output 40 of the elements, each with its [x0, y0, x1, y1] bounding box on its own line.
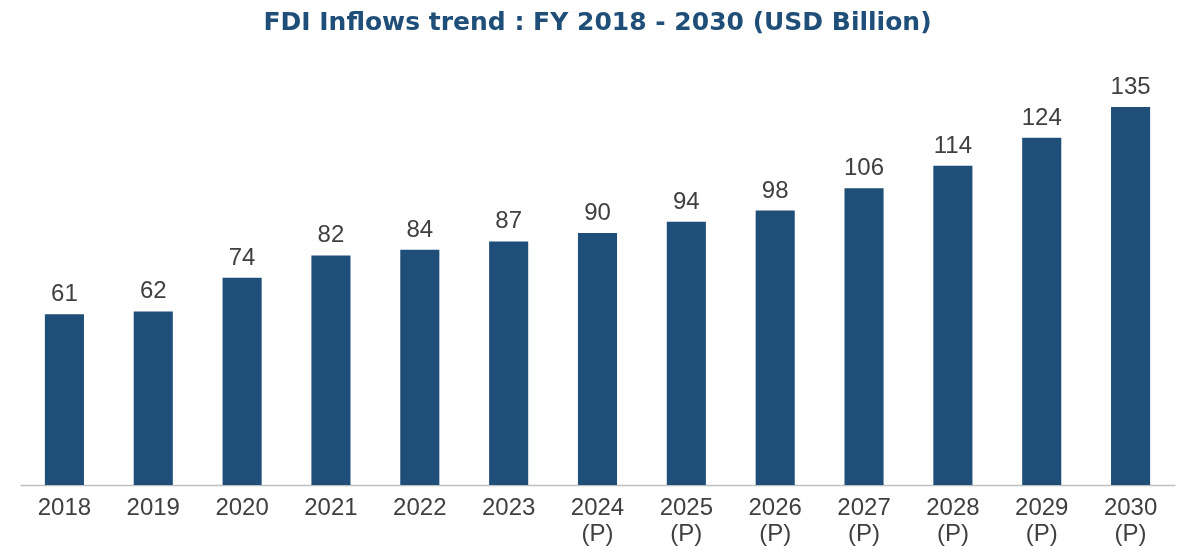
x-tick-label: 2029 (P) — [1015, 492, 1069, 546]
data-label: 87 — [495, 206, 523, 234]
data-label: 90 — [584, 198, 611, 225]
x-tick-label: 2021 — [304, 492, 358, 520]
bar — [933, 165, 973, 485]
data-label: 84 — [406, 214, 434, 242]
x-tick-label: 2026 (P) — [748, 492, 802, 546]
data-label: 135 — [1110, 72, 1151, 99]
data-label: 94 — [672, 186, 700, 214]
bar — [489, 241, 529, 485]
chart-title: FDI Inflows trend : FY 2018 - 2030 (USD Billion) — [263, 7, 932, 36]
bar — [844, 188, 884, 485]
bar — [577, 233, 618, 485]
bar — [311, 255, 351, 485]
x-tick-label: 2023 — [481, 492, 536, 520]
x-tick-label: 2027 (P) — [837, 492, 891, 546]
data-label: 82 — [317, 220, 345, 248]
x-tick-label: 2028 (P) — [926, 492, 980, 546]
bar — [755, 210, 795, 485]
bar — [1111, 107, 1151, 485]
data-label: 62 — [139, 276, 167, 304]
data-label: 61 — [51, 279, 78, 307]
x-tick-label: 2019 — [126, 492, 180, 520]
x-tick-label: 2024 (P) — [570, 492, 625, 546]
x-tick-label: 2030 (P) — [1103, 492, 1158, 546]
x-tick-label: 2018 — [37, 492, 92, 520]
data-label: 106 — [844, 153, 885, 181]
x-tick-label: 2020 — [215, 492, 269, 520]
data-label: 124 — [1021, 102, 1062, 130]
bar — [133, 311, 173, 485]
data-label: 114 — [933, 130, 973, 158]
x-tick-label: 2025 (P) — [659, 492, 714, 546]
bar — [44, 314, 84, 485]
data-label: 98 — [761, 175, 789, 203]
x-tick-label: 2022 — [393, 492, 447, 520]
bar — [222, 277, 262, 485]
data-label: 74 — [228, 242, 256, 270]
bar — [1022, 137, 1062, 485]
bar — [400, 249, 440, 485]
bar — [666, 221, 706, 485]
